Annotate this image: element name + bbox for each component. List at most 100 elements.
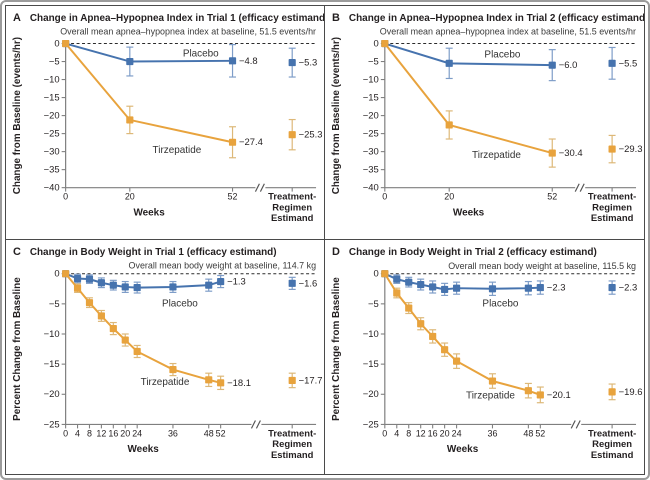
svg-text:Regimen: Regimen — [272, 201, 312, 212]
data-point-marker — [452, 284, 461, 292]
estimand-value-label: −29.3 — [619, 143, 643, 154]
data-point-marker — [205, 281, 213, 289]
svg-text:8: 8 — [406, 428, 411, 438]
x-axis-ticks: 0 4 8 12 16 20 24 36 48 52 — [63, 424, 293, 438]
svg-text:−15: −15 — [44, 92, 60, 103]
svg-text:4: 4 — [75, 428, 80, 438]
data-point-marker — [608, 388, 616, 396]
svg-text:8: 8 — [87, 428, 92, 438]
data-point-marker — [608, 145, 616, 153]
svg-text:−5: −5 — [49, 56, 60, 67]
svg-text:−10: −10 — [363, 74, 379, 85]
series-name-label: Tirzepatide — [466, 391, 515, 402]
y-axis-ticks: 0 −5 −10 −15 −20 −25 −30 −35 −40 — [44, 38, 66, 193]
panel-d-chart: D Change in Body Weight in Trial 2 (effic… — [331, 246, 643, 460]
data-point-marker — [417, 280, 425, 289]
data-point-marker — [548, 61, 556, 69]
svg-text:−20: −20 — [44, 110, 60, 121]
panel-d: D Change in Body Weight in Trial 2 (effic… — [325, 240, 644, 474]
data-point-marker — [85, 299, 94, 307]
data-point-marker — [536, 391, 544, 399]
data-point-marker — [133, 284, 141, 292]
data-point-marker — [445, 121, 453, 129]
data-point-marker — [429, 283, 437, 291]
panel-a: A Change in Apnea–Hypopnea Index in Trial… — [6, 6, 325, 240]
data-point-marker — [393, 289, 401, 297]
series-name-label: Tirzepatide — [141, 377, 190, 388]
svg-text:Treatment-: Treatment- — [588, 191, 636, 202]
panel-title: A Change in Apnea–Hypopnea Index in Trial… — [13, 12, 324, 24]
data-point-marker — [97, 312, 105, 320]
week52-value-label: −6.0 — [559, 59, 578, 70]
y-axis-label: Percent Change from Baseline — [331, 277, 342, 421]
tirzepatide-series: −30.4 −29.3 Tirzepatide — [381, 39, 643, 168]
axes — [65, 273, 317, 426]
data-point-marker — [536, 284, 544, 292]
placebo-series: −1.3 −1.6 Placebo — [62, 270, 317, 309]
data-point-marker — [217, 379, 225, 387]
svg-text:Change in Body Weight in Trial: Change in Body Weight in Trial 1 (effica… — [30, 247, 277, 258]
week52-value-label: −27.4 — [239, 136, 263, 147]
svg-text:36: 36 — [487, 428, 497, 438]
panel-a-chart: A Change in Apnea–Hypopnea Index in Trial… — [12, 12, 324, 223]
svg-text:Estimand: Estimand — [271, 449, 314, 460]
data-point-marker — [126, 57, 134, 66]
svg-text:Treatment-: Treatment- — [588, 427, 636, 438]
svg-text:52: 52 — [547, 192, 557, 202]
svg-text:0: 0 — [374, 268, 379, 279]
svg-text:Regimen: Regimen — [272, 438, 312, 449]
week52-value-label: −2.3 — [547, 282, 566, 293]
svg-text:52: 52 — [216, 428, 226, 438]
svg-text:−15: −15 — [44, 358, 60, 369]
y-axis-ticks: 0 −5 −10 −15 −20 −25 −30 −35 −40 — [363, 38, 385, 193]
tirzepatide-series: −18.1 −17.7 Tirzepatide — [62, 270, 323, 391]
tirzepatide-series: −27.4 −25.3 Tirzepatide — [62, 39, 323, 159]
data-point-marker — [441, 346, 449, 354]
x-axis-label: Weeks — [133, 207, 165, 218]
series-name-label: Placebo — [183, 48, 219, 59]
placebo-series: −2.3 −2.3 Placebo — [381, 270, 637, 309]
svg-text:0: 0 — [54, 38, 59, 49]
series-name-label: Placebo — [482, 298, 518, 309]
week52-value-label: −4.8 — [239, 55, 258, 66]
svg-text:Estimand: Estimand — [591, 212, 634, 223]
data-point-marker — [405, 278, 413, 286]
baseline-note: Overall mean apnea–hypopnea index at bas… — [60, 27, 316, 37]
x-axis-label: Weeks — [453, 207, 485, 218]
data-point-marker — [524, 387, 532, 395]
svg-text:Change in Apnea–Hypopnea Index: Change in Apnea–Hypopnea Index in Trial … — [30, 13, 324, 24]
svg-text:Regimen: Regimen — [592, 438, 632, 449]
svg-text:48: 48 — [204, 428, 214, 438]
svg-text:C: C — [13, 246, 21, 258]
svg-text:−10: −10 — [44, 328, 60, 339]
estimand-value-label: −5.5 — [619, 57, 638, 68]
svg-text:20: 20 — [120, 428, 130, 438]
svg-text:36: 36 — [168, 428, 178, 438]
week52-value-label: −1.3 — [227, 276, 246, 287]
series-name-label: Tirzepatide — [472, 150, 521, 161]
axes — [65, 43, 317, 189]
data-point-marker — [169, 283, 177, 291]
svg-text:Treatment-: Treatment- — [268, 191, 316, 202]
y-axis-ticks: 0 −5 −10 −15 −20 −25 — [363, 268, 385, 429]
svg-text:20: 20 — [125, 192, 135, 202]
data-point-marker — [381, 39, 389, 48]
svg-text:0: 0 — [63, 428, 68, 438]
svg-text:−15: −15 — [363, 358, 379, 369]
panel-grid: A Change in Apnea–Hypopnea Index in Trial… — [5, 5, 645, 475]
svg-text:−10: −10 — [44, 74, 60, 85]
estimand-value-label: −19.6 — [619, 386, 643, 397]
estimand-value-label: −25.3 — [299, 129, 323, 140]
svg-text:−35: −35 — [44, 164, 60, 175]
data-point-marker — [85, 275, 94, 283]
svg-text:−35: −35 — [363, 164, 379, 175]
tirzepatide-series: −20.1 −19.6 Tirzepatide — [381, 270, 643, 404]
placebo-series: −6.0 −5.5 Placebo — [381, 39, 638, 82]
data-point-marker — [608, 59, 616, 67]
x-axis-ticks: 0 20 52 — [382, 187, 613, 202]
svg-text:−40: −40 — [363, 182, 379, 193]
x-axis-label: Weeks — [128, 444, 160, 455]
svg-text:0: 0 — [54, 268, 59, 279]
